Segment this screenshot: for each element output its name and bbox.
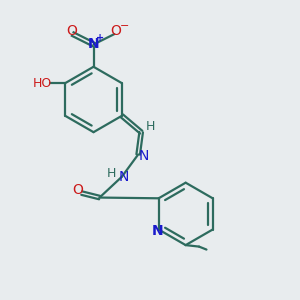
Text: −: − [120, 21, 129, 31]
Text: O: O [72, 182, 83, 197]
Text: N: N [138, 149, 149, 163]
Text: O: O [110, 24, 121, 38]
Text: H: H [107, 167, 116, 180]
Text: N: N [151, 224, 163, 238]
Text: HO: HO [33, 76, 52, 90]
Text: N: N [118, 170, 128, 184]
Text: +: + [96, 33, 104, 43]
Text: H: H [146, 120, 155, 133]
Text: N: N [88, 38, 99, 52]
Text: O: O [66, 24, 77, 38]
